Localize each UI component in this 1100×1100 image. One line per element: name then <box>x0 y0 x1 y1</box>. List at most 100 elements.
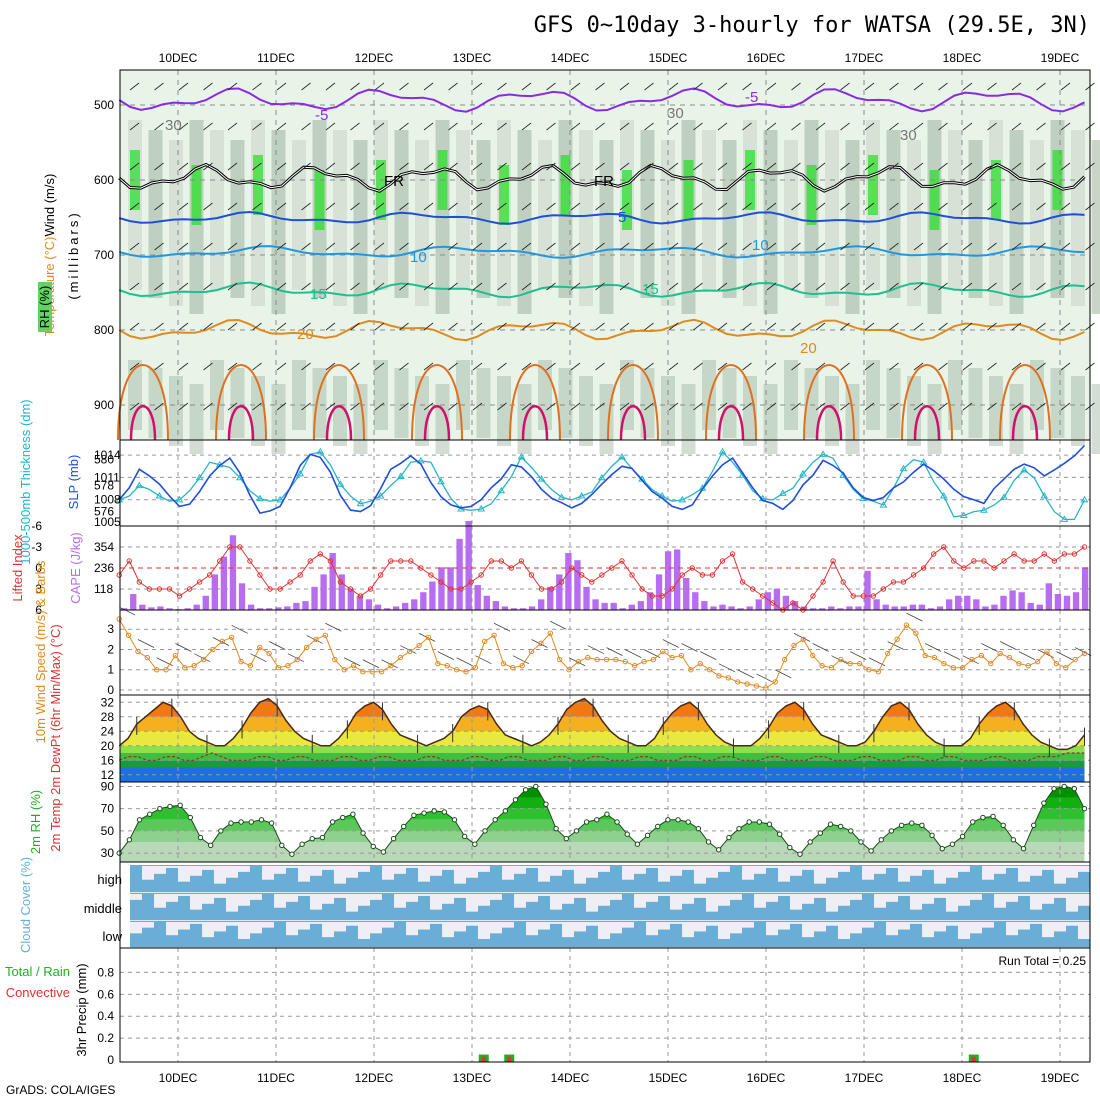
wind-barb <box>350 122 360 131</box>
thickness-marker <box>376 492 385 499</box>
rh-marker <box>299 841 305 847</box>
thickness-marker <box>1060 515 1069 522</box>
wind-barb <box>521 162 532 171</box>
cape-bar <box>601 602 608 610</box>
top-date-tick-6: 16DEC <box>747 51 786 65</box>
wind-barb <box>737 669 754 679</box>
wind-barb <box>717 82 728 91</box>
wind-barb <box>203 202 213 211</box>
wind-marker <box>116 616 122 622</box>
wind-barb <box>1011 82 1022 91</box>
wind-barb <box>178 362 189 371</box>
wind-marker <box>228 634 235 640</box>
cloud-cell <box>466 922 478 926</box>
wind-barb <box>203 122 213 131</box>
li-marker <box>367 586 374 592</box>
wind-barb <box>423 162 434 171</box>
wind-barb <box>962 322 973 331</box>
rh-low-band <box>599 384 614 454</box>
wind-barb <box>791 242 801 251</box>
wind-barb <box>129 362 140 371</box>
contour-minus5 <box>118 87 1085 113</box>
contour-25 <box>215 364 267 441</box>
wind-barb <box>374 162 385 171</box>
wind-barb <box>512 655 529 665</box>
li-marker <box>387 558 394 564</box>
wind-marker <box>800 636 807 643</box>
rh-marker <box>411 812 417 819</box>
cape-bar <box>574 560 581 610</box>
cloud-cell <box>418 866 430 882</box>
li-marker <box>136 579 143 585</box>
cloud-cell <box>934 866 946 884</box>
wind-barb <box>250 653 267 663</box>
li-marker <box>126 558 132 564</box>
cloud-cell <box>250 922 262 934</box>
wind-barb <box>325 402 336 411</box>
li-marker <box>770 600 776 606</box>
cloud-level-middle: middle <box>84 901 122 916</box>
li-marker <box>448 586 454 592</box>
rh-marker <box>421 810 427 816</box>
wind-barb <box>791 122 801 131</box>
rh-marker <box>360 830 366 836</box>
wind-barb <box>693 322 703 331</box>
wind-barb <box>399 282 409 291</box>
pressure-tick-600: 600 <box>94 173 114 187</box>
li-marker <box>1071 551 1078 557</box>
cloud-cell <box>214 894 226 898</box>
rh-low-band <box>189 384 204 454</box>
slp-tick-1014: 1014 <box>94 448 121 462</box>
cloud-cell <box>646 922 658 936</box>
li-marker <box>247 558 253 564</box>
rh-marker <box>543 801 549 807</box>
cape-bar <box>882 604 889 610</box>
wind-barb <box>350 282 360 291</box>
cape-bar <box>238 583 246 610</box>
wind-marker <box>913 630 919 636</box>
wind-barb <box>619 82 630 91</box>
rh-core <box>560 155 571 215</box>
wind-barb <box>999 641 1017 650</box>
cloud-cell <box>742 866 754 880</box>
rh-marker <box>441 809 448 815</box>
wind-marker <box>875 669 882 675</box>
cloud-cell <box>766 894 778 902</box>
temp-tick-12: 12 <box>101 768 115 782</box>
wind-barb <box>595 322 605 331</box>
axis-label-li: Lifted Index <box>10 534 25 602</box>
precip-tick-0.4: 0.4 <box>97 1009 114 1023</box>
thickness-marker <box>819 450 827 457</box>
cloud-cell <box>754 894 766 908</box>
rh-band <box>579 130 593 306</box>
page-title: GFS 0~10day 3-hourly for WATSA (29.5E, 3… <box>534 13 1090 38</box>
pressure-tick-800: 800 <box>94 323 114 337</box>
wind-barb <box>962 655 979 665</box>
wind-barb <box>129 122 140 131</box>
wind-tick-3: 3 <box>107 622 114 636</box>
axis-label-millibars: (millibars) <box>66 210 81 299</box>
rh-low-band <box>681 384 696 454</box>
cape-bar <box>719 604 726 610</box>
li-marker <box>176 593 183 599</box>
wind-barb <box>1011 282 1022 291</box>
li-marker <box>729 551 736 557</box>
wind-barb <box>227 242 238 251</box>
wind-marker <box>613 656 619 663</box>
rh-marker <box>1081 805 1088 812</box>
contour-label-7: 15 <box>310 286 327 303</box>
precip-conv-bar <box>481 1056 486 1062</box>
wind-barb <box>906 612 923 622</box>
li-marker <box>1041 551 1047 557</box>
cape-bar <box>547 586 554 610</box>
cloud-cell <box>730 894 742 900</box>
temp-tick-32: 32 <box>101 695 115 709</box>
wind-barb <box>178 162 189 171</box>
thickness-tick-576: 576 <box>94 505 114 519</box>
wind-marker <box>425 634 432 640</box>
wind-marker <box>641 658 647 665</box>
li-marker <box>589 579 595 585</box>
cloud-cell <box>1042 894 1054 904</box>
cloud-cell <box>274 866 286 874</box>
cape-bar <box>266 608 273 610</box>
